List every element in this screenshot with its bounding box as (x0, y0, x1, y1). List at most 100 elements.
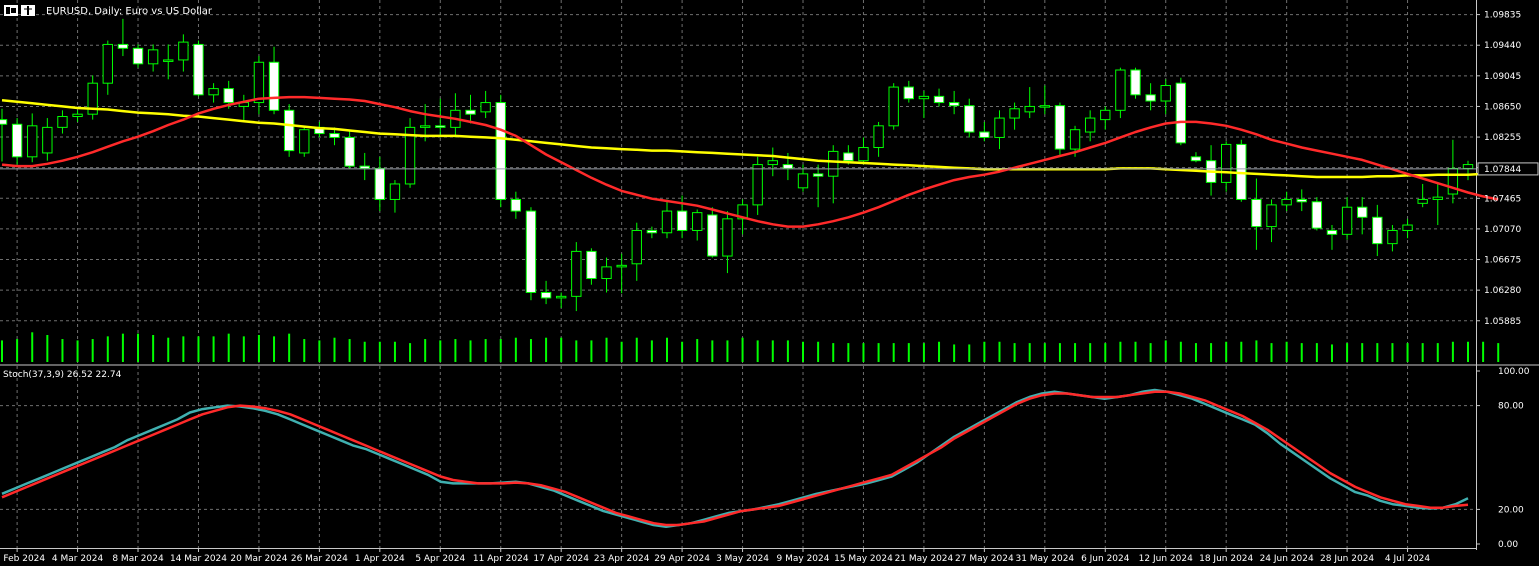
candle[interactable] (1100, 106, 1111, 130)
date-tick-label: 31 May 2024 (1015, 554, 1074, 564)
candle[interactable] (132, 44, 144, 68)
candle[interactable] (1009, 102, 1020, 130)
candle[interactable] (1175, 77, 1187, 146)
candle[interactable] (1357, 197, 1368, 235)
candle[interactable] (1402, 218, 1413, 239)
candle[interactable] (435, 98, 446, 138)
ma-fast-line (1, 95, 1499, 228)
candle-body (571, 250, 582, 297)
candle[interactable] (964, 98, 975, 138)
candle[interactable] (404, 118, 416, 188)
candle[interactable] (752, 156, 763, 215)
candle[interactable] (1266, 199, 1277, 243)
candle[interactable] (646, 226, 658, 239)
trading-icon[interactable] (21, 5, 35, 16)
candle[interactable] (1054, 102, 1066, 157)
candle-body (933, 95, 945, 104)
candle[interactable] (540, 280, 552, 305)
candle[interactable] (1084, 110, 1096, 142)
candle[interactable] (72, 110, 83, 122)
candle[interactable] (525, 207, 537, 301)
candle[interactable] (178, 34, 189, 72)
candle[interactable] (1296, 189, 1307, 212)
candle[interactable] (1387, 225, 1398, 252)
candle[interactable] (299, 125, 310, 157)
candle[interactable] (163, 44, 174, 80)
candle[interactable] (1190, 152, 1202, 163)
candle[interactable] (1251, 178, 1262, 250)
candle[interactable] (616, 253, 627, 294)
candle[interactable] (208, 83, 219, 103)
candle[interactable] (1236, 139, 1247, 202)
candle[interactable] (858, 137, 869, 165)
candle[interactable] (994, 110, 1005, 150)
candle[interactable] (631, 222, 642, 281)
date-tick-label: 4 Mar 2024 (52, 554, 104, 564)
candle[interactable] (57, 110, 68, 134)
candle-body (873, 125, 884, 149)
candle-body (223, 88, 234, 104)
candle[interactable] (661, 199, 673, 239)
candle[interactable] (1326, 225, 1338, 250)
candle[interactable] (495, 94, 506, 208)
candle[interactable] (147, 44, 159, 72)
candle[interactable] (1281, 191, 1292, 212)
candle[interactable] (888, 83, 899, 130)
candle[interactable] (586, 248, 597, 285)
candle[interactable] (1130, 67, 1141, 99)
candle[interactable] (344, 129, 355, 169)
candle[interactable] (1341, 197, 1353, 240)
candle[interactable] (1372, 204, 1383, 257)
candle[interactable] (812, 164, 824, 208)
candle[interactable] (1417, 183, 1428, 208)
candle[interactable] (1432, 183, 1443, 226)
candle[interactable] (767, 147, 778, 177)
candle[interactable] (707, 207, 718, 258)
stochastic-lines (1, 388, 1469, 528)
candle[interactable] (329, 127, 340, 146)
candle[interactable] (1311, 197, 1323, 231)
candle[interactable] (1160, 79, 1171, 115)
candle[interactable] (601, 257, 612, 293)
candle[interactable] (283, 104, 295, 157)
candle[interactable] (722, 211, 733, 274)
candle-body (1326, 229, 1338, 235)
chart-type-icon[interactable] (4, 5, 18, 16)
candle[interactable] (1039, 85, 1051, 115)
candle[interactable] (903, 80, 914, 103)
candle[interactable] (253, 56, 265, 115)
candle[interactable] (1115, 67, 1126, 119)
candle[interactable] (480, 90, 491, 119)
candle[interactable] (1024, 87, 1035, 119)
candle-body (1100, 109, 1111, 121)
candle[interactable] (193, 40, 204, 97)
candle[interactable] (556, 292, 567, 308)
candle[interactable] (27, 113, 38, 163)
candle[interactable] (510, 191, 522, 219)
candle[interactable] (828, 145, 839, 204)
candle-body (556, 295, 567, 299)
candle[interactable] (1145, 83, 1156, 111)
candle[interactable] (389, 180, 401, 213)
candlesticks[interactable] (0, 18, 1474, 312)
candle[interactable] (571, 242, 582, 312)
candle[interactable] (933, 88, 945, 107)
candle[interactable] (465, 94, 476, 124)
candle-body (752, 164, 763, 206)
candle[interactable] (692, 209, 703, 241)
candle[interactable] (11, 118, 23, 165)
candle[interactable] (102, 40, 113, 95)
candle[interactable] (117, 18, 129, 57)
candle[interactable] (918, 90, 930, 119)
candle[interactable] (0, 108, 8, 162)
candle[interactable] (948, 90, 960, 115)
candle[interactable] (268, 46, 280, 115)
candle[interactable] (1221, 141, 1232, 192)
candle[interactable] (42, 118, 53, 161)
candle-body (102, 43, 113, 84)
candle[interactable] (979, 121, 990, 142)
date-tick-label: 23 Apr 2024 (594, 554, 650, 564)
candle[interactable] (87, 75, 98, 120)
candle[interactable] (873, 121, 884, 157)
